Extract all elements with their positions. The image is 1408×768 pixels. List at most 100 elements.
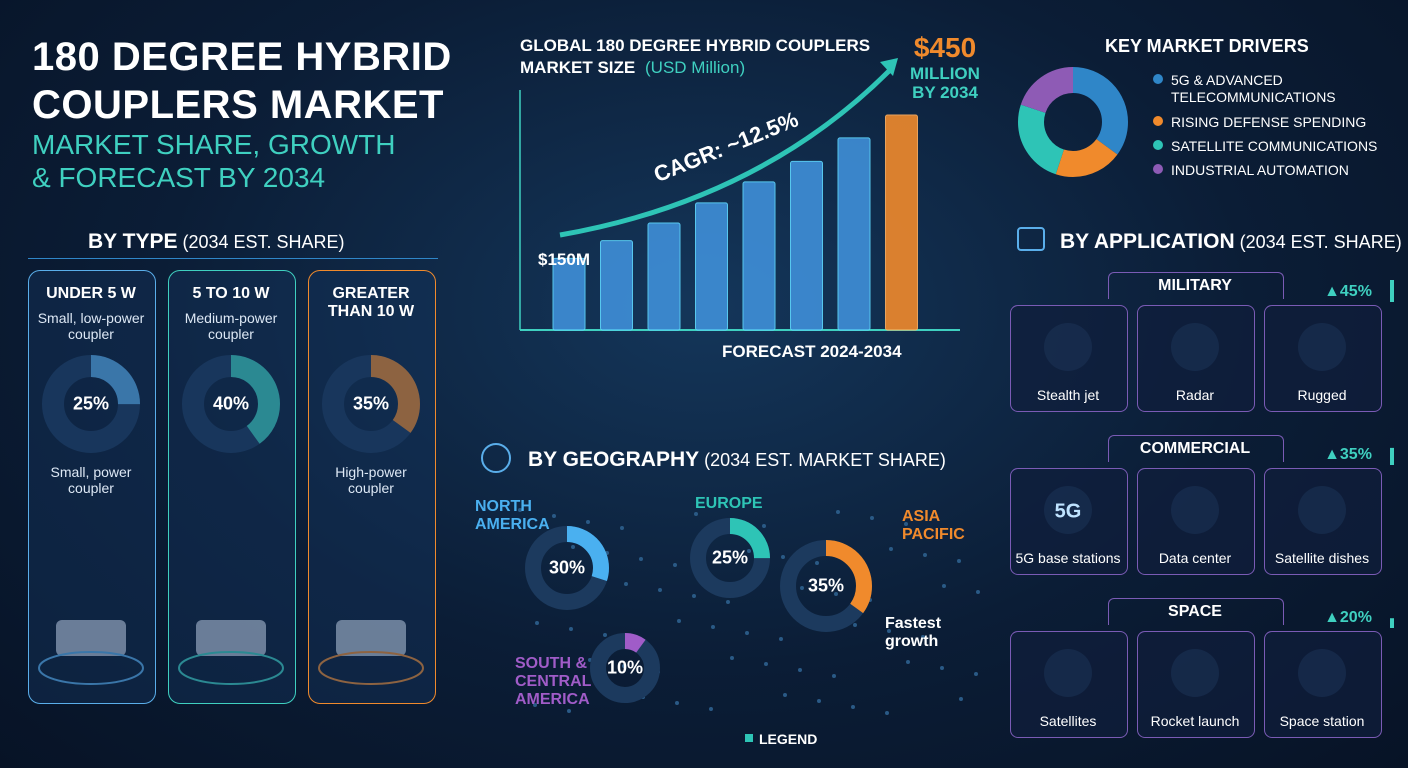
platform — [38, 651, 144, 685]
map-dot — [853, 623, 857, 627]
title: COUPLERS MARKET — [32, 83, 444, 127]
app-card — [1010, 305, 1128, 412]
map-dot — [817, 699, 821, 703]
bar — [885, 114, 918, 331]
map-dot — [940, 666, 944, 670]
map-dot — [533, 703, 537, 707]
card-title: 5 TO 10 W — [192, 285, 270, 302]
map-dot — [800, 586, 804, 590]
donut-arc — [525, 526, 609, 610]
map-dot — [694, 512, 698, 516]
map-dot — [923, 553, 927, 557]
trend-arrow — [559, 68, 892, 238]
group-header — [1108, 435, 1284, 462]
app-icon — [1017, 227, 1045, 251]
donut-label: 35% — [807, 575, 845, 596]
map-dot — [622, 664, 626, 668]
map-dot — [976, 590, 980, 594]
type-card — [28, 270, 156, 704]
forecast: FORECAST 2024-2034 — [722, 342, 902, 361]
region-name: NORTH AMERICA — [475, 498, 550, 533]
map-dot — [974, 672, 978, 676]
item-label: Stealth jet — [1036, 387, 1100, 403]
subtitle: & FORECAST BY 2034 — [32, 162, 326, 193]
card-caption: Small, power coupler — [50, 464, 132, 496]
donut-label: 25% — [72, 393, 110, 414]
driver-segment — [1018, 67, 1128, 177]
map-dot — [535, 621, 539, 625]
end-label: MILLION — [910, 64, 980, 83]
map-dot — [747, 549, 751, 553]
map-dot — [677, 619, 681, 623]
group-name: MILITARY — [1158, 277, 1232, 294]
item-label: Rugged — [1297, 387, 1347, 403]
start-label: $150M — [538, 250, 590, 269]
legend-dot — [1153, 74, 1163, 84]
map-dot — [781, 555, 785, 559]
growth-bar — [1390, 618, 1394, 628]
legend-dot — [1153, 116, 1163, 126]
map-dot — [586, 520, 590, 524]
item-label: Space station — [1279, 713, 1365, 729]
map-dot — [569, 627, 573, 631]
item-label: Data center — [1158, 550, 1232, 566]
map-dot — [552, 514, 556, 518]
donut-label: 35% — [352, 393, 390, 414]
type-card — [308, 270, 436, 704]
legend-label: INDUSTRIAL AUTOMATION — [1171, 162, 1349, 178]
section-note: (2034 EST. MARKET SHARE) — [699, 450, 946, 470]
donut-arc — [322, 355, 420, 453]
bar — [647, 222, 681, 331]
map-dot — [815, 561, 819, 565]
app-card — [1010, 631, 1128, 738]
donut-label: 10% — [606, 657, 644, 678]
end-label: BY 2034 — [912, 83, 978, 102]
map-dot — [639, 557, 643, 561]
legend: LEGEND — [759, 731, 818, 747]
region-name: EUROPE — [695, 495, 763, 512]
device-icon — [196, 620, 266, 656]
map-dot — [709, 707, 713, 711]
map-dot — [764, 662, 768, 666]
region-name: SOUTH & CENTRAL AMERICA — [515, 655, 592, 708]
bar — [790, 160, 823, 331]
legend-label: TELECOMMUNICATIONS — [1171, 89, 1336, 105]
bar — [837, 137, 871, 331]
bar — [695, 202, 728, 331]
donut-label: 25% — [711, 547, 749, 568]
region-note: Fastest growth — [885, 615, 942, 650]
map-dot — [957, 559, 961, 563]
section-rule — [28, 258, 438, 259]
section-title: BY GEOGRAPHY (2034 EST. MARKET SHARE) — [528, 448, 946, 471]
driver-segment — [1018, 67, 1128, 177]
donut-arc — [182, 355, 280, 453]
donut-arc — [590, 633, 660, 703]
map-dot — [904, 522, 908, 526]
legend-dot — [1153, 164, 1163, 174]
section-title: BY TYPE (2034 EST. SHARE) — [88, 230, 345, 253]
section-title: BY APPLICATION (2034 EST. SHARE) — [1060, 230, 1402, 253]
map-dot — [887, 629, 891, 633]
item-label: Satellite dishes — [1274, 550, 1370, 566]
subtitle: MARKET SHARE, GROWTH — [32, 129, 396, 160]
map-dot — [921, 635, 925, 639]
bar — [600, 240, 633, 331]
title: 180 DEGREE HYBRID — [32, 35, 452, 79]
map-dot — [620, 526, 624, 530]
chart-unit: (USD Million) — [645, 58, 746, 77]
region-name: ASIA PACIFIC — [902, 508, 965, 543]
card-desc: Small, low-power coupler — [37, 310, 145, 342]
app-card — [1010, 468, 1128, 575]
item-label: Satellites — [1039, 713, 1097, 729]
donut-label: 40% — [212, 393, 250, 414]
app-card — [1264, 305, 1382, 412]
group-header — [1108, 598, 1284, 625]
legend-dot — [1153, 140, 1163, 150]
map-dot — [673, 563, 677, 567]
map-dot — [959, 697, 963, 701]
map-dot — [870, 516, 874, 520]
type-card — [168, 270, 296, 704]
icon-text: 5G — [1054, 500, 1082, 523]
growth-label: ▲35% — [1324, 446, 1372, 463]
